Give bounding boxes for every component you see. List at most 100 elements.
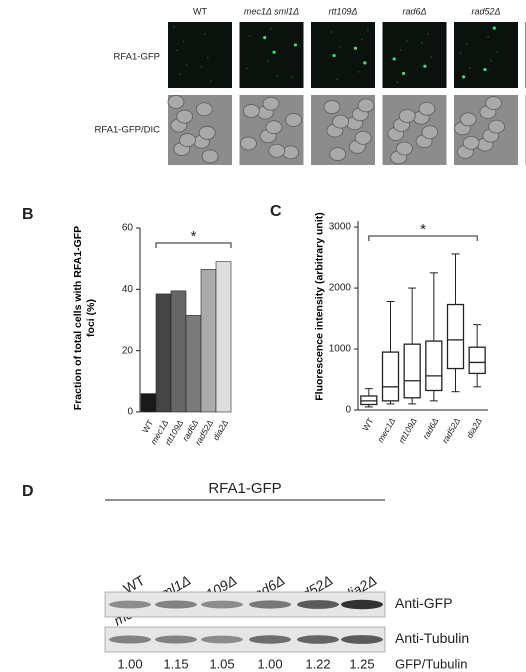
dic-cell: [262, 96, 280, 111]
ratio: 1.15: [163, 656, 188, 671]
band: [341, 599, 383, 610]
dic-cell: [242, 104, 260, 118]
gfp-cell: [266, 60, 269, 63]
bar: [140, 393, 157, 413]
row-label: RFA1-GFP: [114, 52, 160, 63]
ratio: 1.05: [209, 656, 234, 671]
band: [201, 635, 243, 644]
gfp-cell: [468, 66, 471, 69]
y-tick-label: 2000: [329, 283, 352, 294]
column-label: rad6Δ: [402, 6, 426, 16]
blot-label: Anti-GFP: [395, 595, 453, 611]
panel-letter: C: [270, 203, 282, 220]
gfp-cell: [182, 40, 185, 43]
box: [403, 343, 421, 399]
gfp-cell: [396, 81, 399, 84]
band: [109, 600, 151, 609]
gfp-cell: [336, 78, 339, 80]
column-label: rtt109Δ: [328, 6, 357, 16]
ratio: 1.22: [305, 656, 330, 671]
gfp-cell: [462, 75, 466, 79]
row-label: RFA1-GFP/DIC: [95, 125, 161, 136]
dic-cell: [323, 100, 341, 114]
panel-letter: B: [22, 206, 34, 223]
dic-cell: [195, 102, 213, 117]
gfp-cell: [430, 56, 433, 59]
ratio-label: GFP/Tubulin: [395, 656, 468, 671]
band: [249, 600, 291, 609]
blot-label: Anti-Tubulin: [395, 630, 469, 646]
dic-cell: [354, 130, 372, 145]
gfp-cell: [173, 26, 175, 28]
y-tick-label: 0: [345, 405, 351, 416]
gfp-image: [311, 22, 375, 88]
gfp-cell: [487, 36, 489, 38]
bar: [170, 290, 187, 413]
dic-cell: [268, 143, 286, 158]
significance-bracket: [155, 242, 232, 248]
band: [109, 635, 151, 644]
column-label: rad52Δ: [471, 6, 500, 16]
band: [155, 635, 197, 644]
dic-cell: [485, 96, 503, 111]
dic-cell: [357, 98, 375, 113]
gfp-cell: [405, 40, 408, 42]
gfp-cell: [330, 31, 332, 33]
gfp-cell: [332, 53, 336, 58]
band: [297, 600, 339, 609]
dic-cell: [398, 109, 416, 123]
column-label: mec1Δ sml1Δ: [244, 6, 299, 16]
dic-cell: [421, 125, 439, 140]
gfp-cell: [203, 33, 206, 36]
dic-cell: [396, 141, 413, 156]
dic-cell: [459, 112, 477, 127]
x-tick-label: WT: [360, 416, 375, 432]
gfp-cell: [245, 67, 248, 70]
box: [446, 303, 465, 370]
dic-cell: [462, 135, 480, 150]
band: [297, 635, 339, 644]
bar: [185, 315, 202, 413]
significance-bracket: [368, 235, 478, 241]
y-tick-label: 0: [127, 407, 133, 418]
column-label: WT: [193, 6, 207, 16]
bar: [215, 261, 232, 413]
box: [381, 351, 400, 402]
gfp-image: [239, 22, 304, 88]
gfp-cell: [276, 74, 279, 77]
dic-cell: [198, 125, 216, 140]
dic-cell: [418, 101, 436, 116]
gfp-cell: [357, 70, 360, 73]
dic-cell: [488, 119, 505, 134]
gfp-image: [168, 22, 232, 88]
gfp-cell: [399, 49, 402, 51]
gfp-cell: [427, 32, 429, 35]
bar: [200, 269, 217, 413]
band: [341, 635, 383, 644]
gfp-cell: [176, 49, 179, 52]
gfp-cell: [293, 43, 298, 47]
bar: [155, 293, 172, 413]
band: [155, 600, 197, 609]
gfp-cell: [206, 56, 209, 59]
ratio: 1.25: [349, 656, 374, 671]
x-tick-label: dia2Δ: [464, 416, 484, 440]
annotation: *: [191, 228, 197, 245]
dic-cell: [285, 113, 302, 127]
y-tick-label: 20: [122, 345, 134, 356]
gfp-cell: [248, 35, 251, 37]
x-tick-label: mec1Δ: [375, 416, 397, 444]
gfp-cell: [401, 71, 406, 76]
gfp-cell: [270, 27, 272, 30]
dic-cell: [240, 136, 257, 151]
gfp-cell: [179, 73, 182, 75]
band: [249, 635, 291, 644]
box: [425, 340, 443, 392]
x-tick-label: rad52Δ: [440, 416, 463, 445]
dic-cell: [176, 109, 194, 124]
gfp-cell: [272, 50, 276, 54]
gfp-cell: [496, 50, 499, 53]
y-tick-label: 1000: [329, 344, 352, 355]
